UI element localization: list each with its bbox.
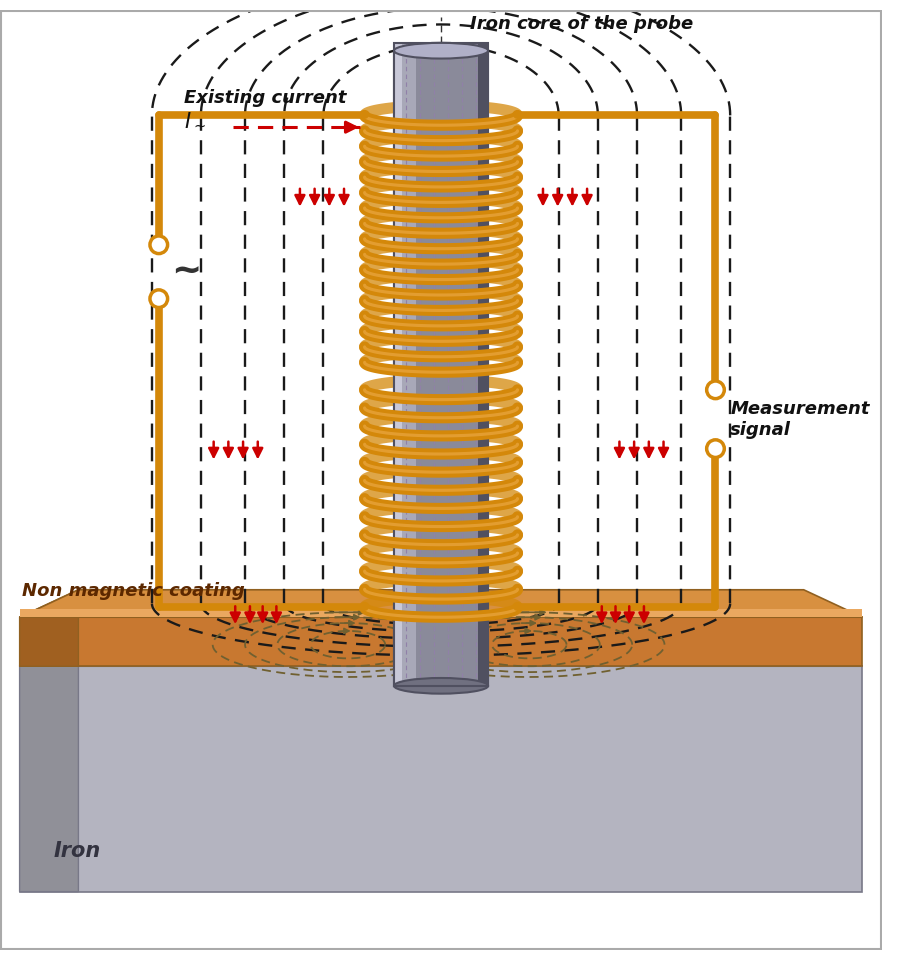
Polygon shape [20, 610, 862, 617]
Text: Measurement
signal: Measurement signal [730, 399, 869, 439]
Polygon shape [478, 51, 488, 685]
Polygon shape [20, 666, 862, 892]
Polygon shape [394, 43, 401, 685]
Polygon shape [20, 638, 862, 666]
Text: Non magnetic coating: Non magnetic coating [22, 582, 244, 600]
Polygon shape [478, 43, 488, 685]
Text: $I_{\sim}$: $I_{\sim}$ [184, 109, 206, 130]
Text: Iron core of the probe: Iron core of the probe [471, 15, 694, 34]
Ellipse shape [394, 43, 488, 59]
Polygon shape [401, 51, 416, 685]
Polygon shape [20, 589, 862, 617]
Circle shape [150, 236, 167, 253]
Polygon shape [394, 43, 488, 685]
Ellipse shape [394, 43, 488, 59]
Polygon shape [20, 617, 862, 666]
Polygon shape [20, 589, 78, 666]
Circle shape [150, 290, 167, 307]
Text: Existing current: Existing current [184, 88, 346, 107]
Polygon shape [394, 51, 488, 685]
Ellipse shape [394, 678, 488, 694]
Polygon shape [394, 51, 401, 685]
Circle shape [706, 381, 724, 398]
Circle shape [706, 440, 724, 458]
Polygon shape [401, 43, 416, 685]
Polygon shape [20, 638, 78, 892]
Text: ~: ~ [171, 254, 202, 289]
Text: Iron: Iron [54, 841, 101, 861]
